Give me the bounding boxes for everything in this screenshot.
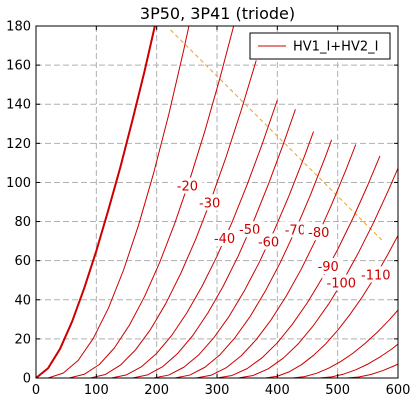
- plate-curve: [319, 343, 398, 378]
- y-tick-label: 160: [6, 59, 31, 74]
- chart-title: 3P50, 3P41 (triode): [140, 4, 295, 23]
- x-tick-label: 0: [32, 383, 40, 398]
- legend-entry: HV1_I+HV2_I: [293, 40, 378, 55]
- curve-label-bg: [194, 194, 225, 211]
- legend: HV1_I+HV2_I: [249, 32, 391, 60]
- curve-label-bg: [234, 221, 265, 238]
- y-tick-label: 120: [6, 137, 31, 152]
- x-tick-label: 100: [84, 383, 109, 398]
- y-tick-label: 100: [6, 176, 31, 191]
- curve-label-bg: [303, 224, 334, 241]
- curve-label: -60: [258, 235, 279, 250]
- curve-label: -100: [327, 277, 357, 292]
- plate-curve: [153, 131, 315, 378]
- plate-curve: [195, 144, 357, 378]
- curve-label-bg: [209, 230, 240, 247]
- load-line: [170, 29, 384, 242]
- load-line-layer: [170, 29, 384, 242]
- curve-label-bg: [172, 177, 203, 194]
- x-tick-label: 600: [386, 383, 411, 398]
- plate-curve: [216, 155, 381, 378]
- curve-label-bg: [253, 233, 284, 250]
- curve-label-bg: [280, 221, 311, 238]
- plate-curve: [90, 60, 257, 378]
- plate-curve: [36, 26, 156, 378]
- plate-curve: [346, 363, 398, 378]
- plate-curve: [238, 167, 398, 378]
- x-tick-label: 300: [205, 383, 230, 398]
- y-tick-label: 80: [14, 215, 31, 230]
- axis-ticks: 0 100 200 300 400 500 600 0 20 40 60 80 100 120 140 160…: [6, 20, 410, 399]
- curve-label: -30: [199, 196, 220, 211]
- curve-label: -90: [318, 260, 339, 275]
- curve-label: -70: [285, 223, 306, 238]
- curve-labels: -20-30-40-50-60-70 -80-90-100-110: [172, 177, 395, 292]
- curve-label-bg: [313, 258, 344, 275]
- y-tick-label: 20: [14, 332, 31, 347]
- curve-label: -110: [361, 268, 391, 283]
- plate-curve: [47, 26, 190, 378]
- x-tick-label: 400: [265, 383, 290, 398]
- curve-label: -80: [308, 226, 329, 241]
- x-tick-label: 500: [325, 383, 350, 398]
- y-tick-label: 140: [6, 98, 31, 113]
- curve-label-bg: [322, 274, 361, 291]
- plate-curve: [69, 26, 235, 378]
- plate-curve: [292, 309, 398, 378]
- y-tick-label: 60: [14, 254, 31, 269]
- y-tick-label: 0: [23, 372, 31, 387]
- curve-label: -40: [214, 232, 235, 247]
- plate-curve: [174, 139, 333, 378]
- plate-curve: [111, 99, 278, 378]
- x-tick-label: 200: [144, 383, 169, 398]
- curve-label: -20: [177, 180, 198, 195]
- grid: [36, 26, 398, 378]
- y-tick-label: 180: [6, 20, 31, 35]
- plate-curve: [132, 109, 296, 378]
- curve-label-bg: [356, 266, 395, 283]
- y-tick-label: 40: [14, 293, 31, 308]
